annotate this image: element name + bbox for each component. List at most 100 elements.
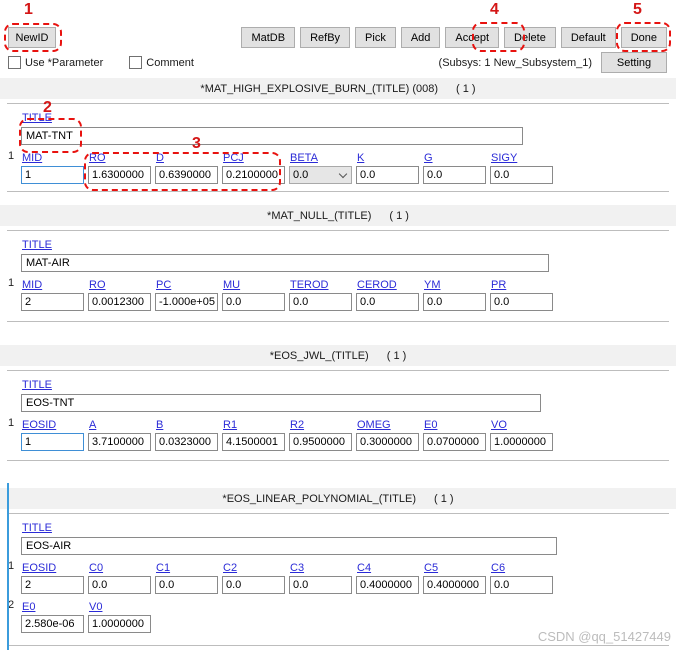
field-input[interactable]: 2.580e-06	[21, 615, 84, 633]
title-input[interactable]: EOS-AIR	[21, 537, 557, 555]
field-input[interactable]: 2	[21, 293, 84, 311]
pick-button[interactable]: Pick	[355, 27, 396, 48]
refby-button[interactable]: RefBy	[300, 27, 351, 48]
title-input[interactable]: MAT-TNT	[21, 127, 523, 145]
field-input[interactable]: 0.0	[289, 576, 352, 594]
field-label-link[interactable]: EOSID	[22, 419, 57, 431]
field-label-link[interactable]: RO	[89, 152, 106, 164]
field-label-link[interactable]: V0	[89, 601, 103, 613]
field-label-link[interactable]: PCJ	[223, 152, 244, 164]
default-button[interactable]: Default	[560, 27, 616, 48]
field-label-link[interactable]: RO	[89, 279, 106, 291]
field-label-link[interactable]: VO	[491, 419, 507, 431]
field-label-link[interactable]: BETA	[290, 152, 318, 164]
field-label-link[interactable]: MID	[22, 279, 43, 291]
field-label-link[interactable]: C6	[491, 562, 506, 574]
field-input[interactable]: 4.1500001	[222, 433, 285, 451]
field-input[interactable]: 0.0	[490, 166, 553, 184]
field-label-link[interactable]: OMEG	[357, 419, 391, 431]
field-value: 1.0000000	[494, 436, 546, 448]
field-label-link[interactable]: C3	[290, 562, 305, 574]
field-label-link[interactable]: PC	[156, 279, 172, 291]
field-label-link[interactable]: B	[156, 419, 164, 431]
field-input[interactable]: 0.3000000	[356, 433, 419, 451]
field-label-link[interactable]: C4	[357, 562, 372, 574]
title-field-link[interactable]: TITLE	[22, 379, 52, 391]
field-input[interactable]: 1	[21, 166, 84, 184]
field-label-link[interactable]: CEROD	[357, 279, 397, 291]
field-input[interactable]: 0.0	[356, 293, 419, 311]
field-input[interactable]: 1.6300000	[88, 166, 151, 184]
use-parameter-checkbox[interactable]: Use *Parameter	[8, 56, 103, 69]
field-cell: EOSID 1	[21, 419, 84, 451]
title-field-link[interactable]: TITLE	[22, 522, 52, 534]
delete-button[interactable]: Delete	[504, 27, 556, 48]
setting-button[interactable]: Setting	[601, 52, 667, 73]
field-label-link[interactable]: MID	[22, 152, 43, 164]
field-label-link[interactable]: PR	[491, 279, 507, 291]
field-input[interactable]: 0.0	[423, 293, 486, 311]
field-value: 0.0	[159, 579, 175, 591]
field-input[interactable]: 0.0700000	[423, 433, 486, 451]
field-label-link[interactable]: D	[156, 152, 164, 164]
title-input[interactable]: EOS-TNT	[21, 394, 541, 412]
field-input[interactable]: 0.6390000	[155, 166, 218, 184]
field-input[interactable]: 0.0	[490, 576, 553, 594]
section-header: *EOS_LINEAR_POLYNOMIAL_(TITLE) ( 1 )	[0, 488, 676, 509]
field-label-link[interactable]: E0	[22, 601, 36, 613]
field-label-link[interactable]: A	[89, 419, 97, 431]
checkbox-icon[interactable]	[129, 56, 143, 69]
field-input[interactable]: 1.0000000	[490, 433, 553, 451]
field-label-link[interactable]: EOSID	[22, 562, 57, 574]
add-button[interactable]: Add	[400, 27, 441, 48]
title-input[interactable]: MAT-AIR	[21, 254, 549, 272]
field-label-link[interactable]: R2	[290, 419, 305, 431]
field-input[interactable]: 0.0	[88, 576, 151, 594]
field-label-link[interactable]: C1	[156, 562, 171, 574]
field-input[interactable]: 0.0	[222, 576, 285, 594]
field-input[interactable]: 1.0000000	[88, 615, 151, 633]
field-label-link[interactable]: G	[424, 152, 433, 164]
field-input[interactable]: 1	[21, 433, 84, 451]
field-input[interactable]: 3.7100000	[88, 433, 151, 451]
matdb-button[interactable]: MatDB	[241, 27, 296, 48]
field-label-link[interactable]: SIGY	[491, 152, 518, 164]
field-label-link[interactable]: R1	[223, 419, 238, 431]
title-field-link[interactable]: TITLE	[22, 239, 52, 251]
done-button[interactable]: Done	[620, 27, 667, 48]
field-label-link[interactable]: E0	[424, 419, 438, 431]
field-label-link[interactable]: YM	[424, 279, 441, 291]
field-input[interactable]: 0.9500000	[289, 433, 352, 451]
field-label-link[interactable]: K	[357, 152, 365, 164]
field-input[interactable]: 0.0012300	[88, 293, 151, 311]
field-combobox[interactable]: 0.0	[289, 166, 352, 184]
field-input[interactable]: 0.2100000	[222, 166, 285, 184]
section-eos-linear-polynomial: *EOS_LINEAR_POLYNOMIAL_(TITLE) ( 1 ) TIT…	[0, 488, 676, 646]
field-input[interactable]: 0.0323000	[155, 433, 218, 451]
field-label-link[interactable]: C0	[89, 562, 104, 574]
field-cell: C6 0.0	[490, 562, 553, 594]
field-cell: E0 2.580e-06	[21, 601, 84, 633]
field-input[interactable]: 0.0	[222, 293, 285, 311]
field-input[interactable]: 0.4000000	[423, 576, 486, 594]
field-input[interactable]: 0.0	[155, 576, 218, 594]
row-number: 1	[8, 150, 15, 162]
field-input[interactable]: -1.000e+05	[155, 293, 218, 311]
field-input[interactable]: 2	[21, 576, 84, 594]
comment-checkbox[interactable]: Comment	[129, 56, 194, 69]
field-input[interactable]: 0.4000000	[356, 576, 419, 594]
field-label-link[interactable]: C5	[424, 562, 439, 574]
field-label-link[interactable]: C2	[223, 562, 238, 574]
field-input[interactable]: 0.0	[289, 293, 352, 311]
field-value: 0.0	[92, 579, 108, 591]
field-value: 0.0	[494, 296, 510, 308]
field-input[interactable]: 0.0	[356, 166, 419, 184]
field-label-link[interactable]: TEROD	[290, 279, 329, 291]
field-label-link[interactable]: MU	[223, 279, 241, 291]
newid-button[interactable]: NewID	[8, 27, 56, 48]
checkbox-icon[interactable]	[8, 56, 21, 69]
field-input[interactable]: 0.0	[490, 293, 553, 311]
field-input[interactable]: 0.0	[423, 166, 486, 184]
field-value: 0.0	[427, 296, 443, 308]
